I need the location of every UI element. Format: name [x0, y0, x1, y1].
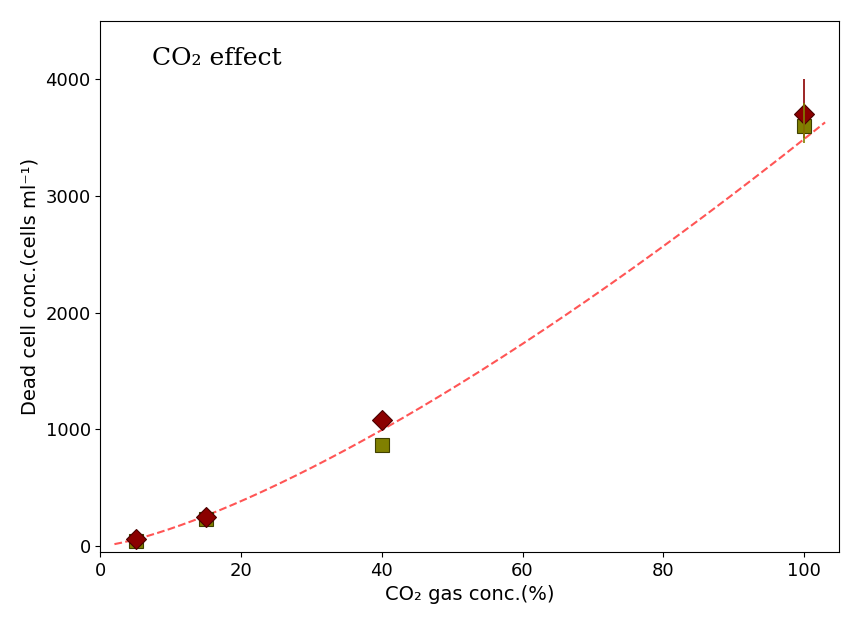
X-axis label: CO₂ gas conc.(%): CO₂ gas conc.(%) [385, 585, 555, 604]
Text: CO₂ effect: CO₂ effect [152, 48, 282, 71]
Y-axis label: Dead cell conc.(cells ml⁻¹): Dead cell conc.(cells ml⁻¹) [21, 158, 40, 415]
